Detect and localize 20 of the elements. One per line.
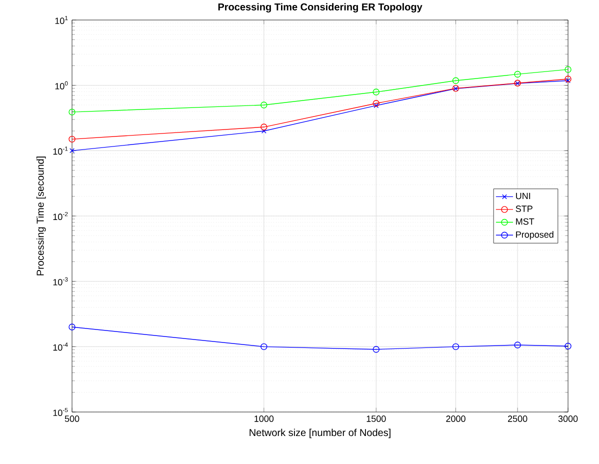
y-tick-label: 10$^{-4}$ <box>53 342 68 351</box>
y-tick-label: 10$^{-1}$ <box>53 146 68 155</box>
x-tick-label: 2500 <box>508 416 528 422</box>
legend-label: Proposed <box>516 231 554 240</box>
y-tick-label: 10$^{1}$ <box>55 16 68 24</box>
y-tick-label: 10$^{-3}$ <box>53 277 68 286</box>
chart-title: Processing Time Considering ER Topology <box>218 3 422 12</box>
x-axis-title: Network size [number of Nodes] <box>250 428 390 438</box>
x-tick-label: 500 <box>64 416 80 422</box>
legend-label: UNI <box>516 192 530 200</box>
x-tick-label: 1500 <box>366 416 386 422</box>
x-tick-label: 3000 <box>558 416 578 422</box>
y-tick-label: 10$^{-2}$ <box>53 212 68 220</box>
x-tick-label: 2000 <box>446 416 466 422</box>
legend-label: STP <box>516 206 532 212</box>
y-tick-label: 10$^{0}$ <box>55 81 68 90</box>
y-axis-title: Processing Time [secound] <box>36 156 46 276</box>
y-tick-label: 10$^{-5}$ <box>53 408 68 416</box>
legend-label: MST <box>516 218 534 225</box>
x-tick-label: 1000 <box>254 416 274 422</box>
